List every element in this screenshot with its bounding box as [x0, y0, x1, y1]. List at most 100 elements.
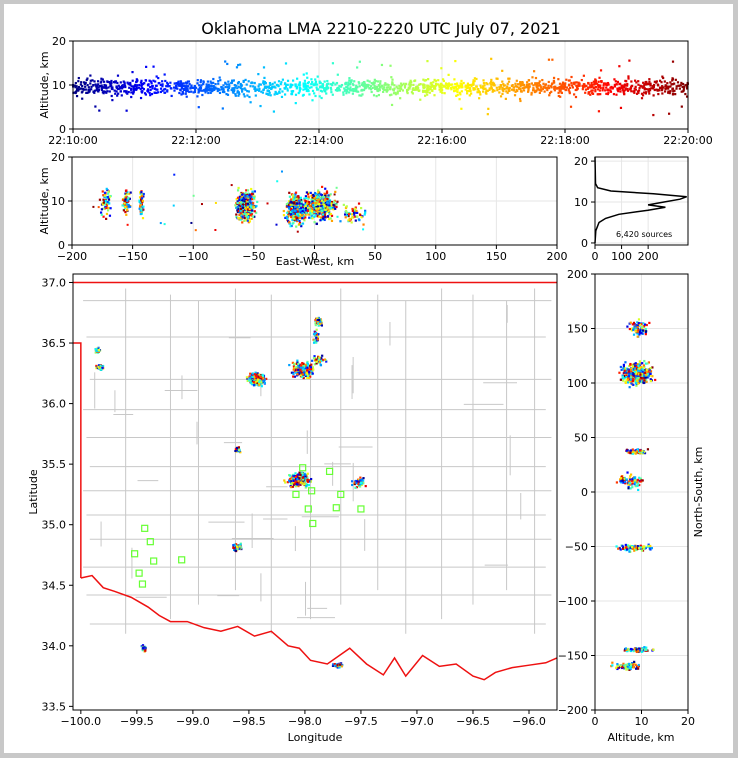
- source-point: [578, 84, 581, 87]
- source-point: [323, 203, 326, 206]
- source-point: [652, 113, 655, 117]
- source-point: [430, 83, 434, 86]
- source-point: [350, 213, 354, 216]
- source-point: [541, 78, 544, 82]
- source-point: [325, 360, 328, 363]
- source-point: [359, 476, 362, 479]
- source-point: [558, 82, 562, 85]
- source-point: [89, 82, 92, 85]
- source-point: [258, 87, 261, 91]
- source-point: [623, 371, 626, 374]
- source-point: [519, 81, 522, 84]
- source-point: [132, 85, 135, 88]
- source-point: [469, 83, 472, 87]
- source-point: [360, 94, 363, 97]
- source-point: [106, 90, 109, 93]
- source-point: [80, 91, 83, 94]
- source-point: [660, 89, 663, 92]
- source-point: [292, 375, 295, 378]
- source-point: [637, 83, 640, 86]
- source-point: [290, 215, 293, 219]
- source-point: [242, 79, 245, 83]
- source-point: [627, 77, 630, 80]
- source-point: [236, 196, 240, 199]
- county-lines: [83, 288, 552, 634]
- source-point: [429, 87, 432, 91]
- source-point: [336, 73, 339, 76]
- ew-altitude-xtick-label: −200: [57, 250, 87, 263]
- source-point: [624, 371, 627, 374]
- source-point: [604, 89, 607, 92]
- source-point: [320, 96, 323, 100]
- source-point: [535, 89, 538, 92]
- source-point: [612, 93, 616, 96]
- source-point: [297, 485, 300, 488]
- source-point: [634, 88, 637, 91]
- source-point: [327, 205, 331, 208]
- source-point: [307, 203, 310, 206]
- source-point: [251, 202, 255, 205]
- source-point: [400, 85, 403, 88]
- source-point: [306, 360, 309, 364]
- source-point: [165, 85, 168, 88]
- source-point: [74, 81, 77, 85]
- source-point: [85, 91, 88, 94]
- source-point: [280, 95, 284, 99]
- source-point: [94, 351, 97, 354]
- source-point: [105, 204, 109, 207]
- source-point: [321, 83, 324, 87]
- source-point: [588, 86, 592, 89]
- source-point: [351, 207, 354, 211]
- source-point: [345, 211, 348, 214]
- source-point: [593, 81, 596, 84]
- source-point: [306, 373, 309, 376]
- source-point: [315, 213, 318, 216]
- source-point: [252, 380, 255, 384]
- source-point: [481, 90, 485, 93]
- source-point: [289, 474, 292, 477]
- source-point: [395, 85, 398, 88]
- source-point: [322, 195, 325, 198]
- source-point: [347, 214, 350, 218]
- source-point: [262, 66, 266, 69]
- state-border-west: [73, 342, 82, 578]
- source-point: [624, 79, 627, 83]
- source-point: [104, 90, 107, 93]
- source-point: [166, 83, 169, 86]
- source-point: [239, 63, 242, 66]
- source-point: [441, 78, 445, 81]
- source-point: [144, 93, 148, 96]
- source-point: [553, 81, 556, 84]
- source-point: [190, 85, 193, 88]
- source-point: [347, 81, 350, 84]
- source-point: [251, 372, 254, 375]
- source-point: [450, 83, 453, 86]
- source-point: [301, 370, 304, 373]
- source-point: [568, 90, 571, 93]
- source-point: [174, 84, 178, 87]
- source-point: [241, 208, 244, 211]
- source-point: [534, 76, 538, 80]
- source-point: [299, 366, 302, 369]
- source-point: [373, 81, 376, 84]
- source-point: [234, 204, 237, 207]
- source-point: [470, 85, 473, 88]
- source-point: [404, 82, 408, 85]
- source-point: [584, 88, 588, 91]
- source-point: [106, 188, 109, 192]
- source-point: [253, 210, 256, 213]
- station-marker: [357, 505, 365, 513]
- source-point: [103, 83, 106, 87]
- source-point: [630, 372, 633, 375]
- source-point: [590, 83, 594, 87]
- source-point: [286, 83, 289, 86]
- source-point: [262, 380, 265, 383]
- source-point: [206, 87, 209, 90]
- source-point: [547, 84, 550, 87]
- source-point: [373, 86, 376, 89]
- source-point: [333, 193, 336, 196]
- plan-view-ytick-label: 35.0: [42, 519, 67, 532]
- source-point: [311, 204, 315, 207]
- source-point: [464, 88, 467, 91]
- source-point: [135, 85, 138, 88]
